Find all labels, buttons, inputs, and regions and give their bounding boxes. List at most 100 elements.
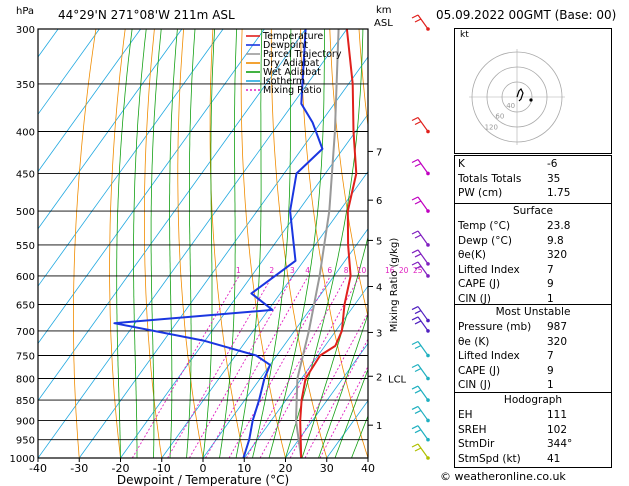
most-unstable-label: θe (K) bbox=[458, 335, 490, 348]
most-unstable-label: CAPE (J) bbox=[458, 364, 501, 377]
most-unstable-title: Most Unstable bbox=[495, 306, 571, 318]
surface-row: Dewp (°C) 9.8 bbox=[455, 234, 611, 249]
km-tick-label: 7 bbox=[376, 147, 382, 158]
wind-barb bbox=[411, 14, 430, 31]
surface-value: 9.8 bbox=[547, 234, 564, 247]
mixing-ratio-label: 3 bbox=[290, 266, 295, 275]
index-row: Totals Totals 35 bbox=[455, 172, 611, 187]
isotherm-line bbox=[202, 228, 368, 458]
surface-value: 23.8 bbox=[547, 220, 571, 232]
mixing-ratio-label: 25 bbox=[413, 266, 423, 275]
wind-barb bbox=[411, 249, 430, 266]
x-tick-label: 40 bbox=[361, 462, 375, 475]
hodograph-trace bbox=[516, 87, 524, 102]
dry-adiabat bbox=[358, 29, 368, 129]
wind-barb bbox=[411, 196, 430, 213]
most-unstable-row: Pressure (mb) 987 bbox=[455, 320, 611, 335]
km-tick-label: 2 bbox=[376, 372, 382, 383]
most-unstable-label: Lifted Index bbox=[458, 350, 520, 362]
legend-entry: Temperature bbox=[262, 31, 323, 42]
km-tick-label: 4 bbox=[376, 283, 382, 294]
surface-value: 7 bbox=[547, 263, 554, 276]
most-unstable-label: Pressure (mb) bbox=[458, 321, 532, 333]
mixing-ratio-line bbox=[167, 275, 273, 458]
hodo-stat-label: StmDir bbox=[458, 438, 495, 450]
pressure-tick-label: 600 bbox=[16, 272, 35, 283]
hodo-stat-label: SREH bbox=[458, 423, 487, 436]
pressure-tick-label: 450 bbox=[16, 169, 35, 180]
wind-barb bbox=[411, 261, 430, 278]
surface-label: Dewp (°C) bbox=[458, 234, 512, 247]
most-unstable-value: 7 bbox=[547, 350, 554, 362]
mixing-ratio-line bbox=[205, 275, 309, 458]
mixing-ratio-line bbox=[246, 275, 348, 458]
surface-row: CIN (J) 1 bbox=[455, 292, 611, 307]
hodograph-ring-label: 120 bbox=[485, 123, 498, 131]
mixing-ratio-label: 20 bbox=[399, 266, 409, 275]
wind-barb bbox=[411, 340, 430, 358]
hodo-stat-row: StmDir 344° bbox=[455, 437, 611, 452]
most-unstable-value: 1 bbox=[547, 379, 554, 391]
isotherm-line bbox=[0, 29, 17, 458]
most-unstable-row: θe (K) 320 bbox=[455, 335, 611, 350]
indices-table: K -6 Totals Totals 35 PW (cm) 1.75 bbox=[454, 155, 612, 204]
mixing-ratio-label: 2 bbox=[269, 266, 274, 275]
surface-label: Lifted Index bbox=[458, 263, 520, 276]
pressure-tick-label: 750 bbox=[16, 351, 35, 362]
legend-entry: Dewpoint bbox=[263, 40, 308, 51]
isotherm-line bbox=[38, 29, 100, 115]
km-tick-label: 1 bbox=[376, 421, 382, 432]
legend-entry: Dry Adiabat bbox=[263, 58, 320, 69]
mixing-ratio-line bbox=[259, 275, 361, 458]
parcel-trajectory-line bbox=[295, 29, 340, 458]
isotherm-line bbox=[38, 29, 348, 458]
wind-barb bbox=[411, 385, 430, 402]
most-unstable-label: CIN (J) bbox=[458, 379, 491, 391]
x-tick-label: -20 bbox=[112, 462, 130, 475]
x-tick-label: 10 bbox=[237, 462, 251, 475]
station-location: 44°29'N 271°08'W 211m ASL bbox=[58, 8, 235, 22]
pressure-tick-label: 400 bbox=[16, 128, 35, 139]
hodo-stat-value: 102 bbox=[547, 423, 568, 436]
wind-barb bbox=[411, 116, 430, 134]
surface-row: Temp (°C) 23.8 bbox=[455, 219, 611, 234]
most-unstable-value: 320 bbox=[547, 335, 568, 348]
pressure-tick-label: 850 bbox=[16, 396, 35, 407]
legend-entry: Wet Adiabat bbox=[263, 67, 321, 78]
pressure-tick-label: 950 bbox=[16, 436, 35, 447]
mixing-ratio-label: 4 bbox=[305, 266, 310, 275]
surface-value: 9 bbox=[547, 278, 554, 290]
mixing-ratio-label: 10 bbox=[357, 266, 367, 275]
index-label: Totals Totals bbox=[458, 172, 522, 185]
wind-barb bbox=[411, 230, 430, 247]
index-value: 35 bbox=[547, 172, 561, 185]
surface-label: Temp (°C) bbox=[458, 220, 511, 232]
hodograph-stats-table: Hodograph EH 111 SREH 102 StmDir 344° StmSpd (… bbox=[454, 392, 612, 468]
plot-area bbox=[38, 29, 368, 458]
hodo-stat-row: EH 111 bbox=[455, 408, 611, 423]
legend-entry: Parcel Trajectory bbox=[263, 49, 342, 60]
surface-table: Surface Temp (°C) 23.8 Dewp (°C) 9.8 θe(K) 32… bbox=[454, 203, 612, 305]
hodograph-panel: 40 60 120 kt bbox=[454, 28, 612, 154]
asl-label: ASL bbox=[374, 18, 393, 29]
pressure-tick-label: 900 bbox=[16, 416, 35, 427]
pressure-tick-label: 500 bbox=[16, 207, 35, 218]
isotherm-line bbox=[38, 29, 183, 230]
most-unstable-value: 9 bbox=[547, 364, 554, 377]
hodo-stat-row: StmSpd (kt) 41 bbox=[455, 452, 611, 467]
index-value: -6 bbox=[547, 158, 558, 170]
x-tick-label: -30 bbox=[70, 462, 88, 475]
mixing-ratio-label: 1 bbox=[236, 266, 241, 275]
isotherm-line bbox=[38, 29, 224, 287]
mixing-ratio-label: 8 bbox=[344, 266, 349, 275]
index-label: PW (cm) bbox=[458, 187, 503, 199]
x-axis-label: Dewpoint / Temperature (°C) bbox=[117, 473, 289, 486]
surface-row: CAPE (J) 9 bbox=[455, 277, 611, 292]
most-unstable-value: 987 bbox=[547, 321, 568, 333]
lcl-label: LCL bbox=[388, 374, 407, 385]
isotherm-line bbox=[243, 285, 368, 458]
wind-barb bbox=[411, 443, 430, 460]
hodo-stat-label: EH bbox=[458, 409, 473, 421]
wind-barb bbox=[411, 425, 430, 442]
